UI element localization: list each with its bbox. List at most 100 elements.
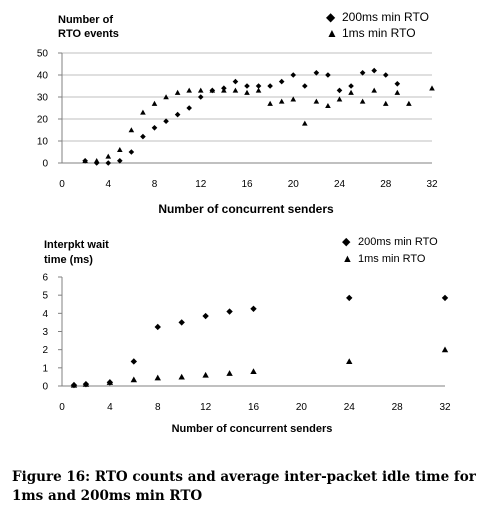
diamond-marker-point: [313, 70, 320, 76]
x-tick-label: 0: [59, 402, 65, 413]
interpkt-wait-chart: Interpkt wait time (ms) ◆ 200ms min RTO …: [42, 236, 451, 435]
x-tick-label: 12: [195, 179, 207, 190]
diamond-marker-point: [348, 83, 354, 89]
y-tick-label: 2: [42, 345, 48, 356]
triangle-marker-point: [267, 100, 273, 106]
diamond-marker-point: [267, 83, 273, 89]
diamond-marker-point: [290, 72, 297, 78]
triangle-marker-point: [221, 87, 227, 93]
triangle-marker-point: [394, 89, 401, 95]
chart2-ylabel-line1: Interpkt wait: [44, 239, 109, 251]
rto-events-chart: Number of RTO events ◆ 200ms min RTO ▲ 1…: [37, 10, 438, 216]
y-tick-label: 5: [42, 291, 48, 302]
diamond-marker-point: [178, 319, 185, 326]
triangle-marker-point: [106, 379, 114, 385]
triangle-marker-point: [82, 380, 90, 387]
figure-caption: Figure 16: RTO counts and average inter-…: [12, 469, 476, 504]
diamond-marker-point: [382, 72, 389, 78]
chart1-x-tick-labels: 0 4 8 12 16 20 24 28 32: [59, 179, 438, 190]
chart1-gridlines: [62, 52, 432, 142]
diamond-marker-point: [154, 323, 161, 331]
triangle-marker-point: [154, 374, 161, 381]
x-tick-label: 4: [105, 179, 111, 190]
diamond-marker-point: [302, 83, 308, 89]
triangle-marker-point: [346, 358, 353, 365]
x-tick-label: 28: [380, 179, 392, 190]
triangle-marker-point: [255, 87, 262, 93]
triangle-marker-point: [202, 371, 209, 378]
y-tick-label: 30: [37, 93, 49, 104]
triangle-marker-point: [186, 87, 192, 93]
chart2-legend-diamond-marker: ◆: [342, 236, 351, 248]
diamond-marker-point: [151, 125, 158, 131]
chart2-y-tick-labels: 0 1 2 3 4 5 6: [42, 273, 62, 393]
y-tick-label: 6: [42, 273, 48, 284]
triangle-marker-point: [82, 158, 88, 164]
chart1-ylabel-line1: Number of: [58, 14, 113, 26]
y-tick-label: 50: [37, 49, 49, 60]
triangle-marker-point: [371, 87, 377, 93]
diamond-marker-point: [244, 83, 250, 89]
triangle-marker-point: [140, 109, 146, 115]
chart1-y-tick-labels: 0 10 20 30 40 50: [37, 49, 62, 170]
y-tick-label: 0: [42, 382, 48, 393]
triangle-marker-point: [163, 94, 169, 100]
chart2-legend: ◆ 200ms min RTO ▲ 1ms min RTO: [342, 236, 438, 265]
diamond-marker-point: [186, 105, 192, 111]
diamond-marker-point: [394, 81, 401, 87]
y-tick-label: 0: [42, 159, 48, 170]
diamond-marker-point: [441, 294, 449, 302]
diamond-marker-point: [255, 83, 262, 89]
triangle-marker-point: [250, 368, 257, 375]
triangle-marker-point: [278, 98, 285, 104]
triangle-marker-point: [302, 120, 308, 126]
triangle-marker-point: [209, 87, 216, 93]
diamond-marker-point: [140, 133, 146, 140]
chart1-legend: ◆ 200ms min RTO ▲ 1ms min RTO: [326, 10, 429, 40]
x-tick-label: 4: [107, 402, 113, 413]
x-tick-label: 16: [241, 179, 253, 190]
triangle-marker-point: [244, 89, 250, 95]
diamond-marker-point: [197, 94, 204, 100]
y-tick-label: 1: [42, 363, 48, 374]
triangle-marker-point: [348, 89, 354, 95]
chart1-legend-diamond-marker: ◆: [326, 10, 336, 24]
chart1-ylabel-line2: RTO events: [58, 28, 119, 40]
diamond-marker-point: [202, 312, 209, 320]
triangle-marker-point: [429, 85, 435, 91]
triangle-marker-point: [232, 87, 239, 93]
diamond-marker-point: [130, 358, 138, 365]
triangle-marker-point: [382, 100, 389, 106]
chart1-xlabel: Number of concurrent senders: [158, 202, 334, 216]
diamond-marker-point: [359, 70, 366, 76]
chart2-data-points: [70, 294, 449, 389]
x-tick-label: 32: [426, 179, 438, 190]
diamond-marker-point: [250, 305, 257, 312]
chart1-data-points: [82, 67, 435, 166]
y-tick-label: 4: [42, 309, 48, 320]
triangle-marker-point: [325, 103, 331, 109]
triangle-marker-point: [290, 96, 297, 102]
triangle-marker-point: [359, 98, 366, 104]
diamond-marker-point: [232, 78, 239, 85]
x-tick-label: 24: [334, 179, 346, 190]
diamond-marker-point: [336, 87, 343, 94]
chart2-ylabel-line2: time (ms): [44, 254, 93, 266]
triangle-marker-point: [93, 158, 100, 164]
x-tick-label: 32: [439, 402, 451, 413]
y-tick-label: 20: [37, 115, 49, 126]
diamond-marker-point: [346, 294, 353, 302]
triangle-marker-point: [151, 100, 158, 106]
chart2-xlabel: Number of concurrent senders: [172, 423, 333, 435]
triangle-marker-point: [441, 346, 449, 353]
diamond-marker-point: [226, 308, 233, 315]
diamond-marker-point: [105, 160, 112, 166]
x-tick-label: 24: [344, 402, 356, 413]
chart2-legend-triangle-marker: ▲: [342, 253, 353, 265]
y-tick-label: 10: [37, 137, 49, 148]
x-tick-label: 16: [248, 402, 260, 413]
triangle-marker-point: [178, 373, 185, 380]
diamond-marker-point: [371, 67, 377, 74]
chart1-legend-label-200ms: 200ms min RTO: [342, 10, 429, 24]
